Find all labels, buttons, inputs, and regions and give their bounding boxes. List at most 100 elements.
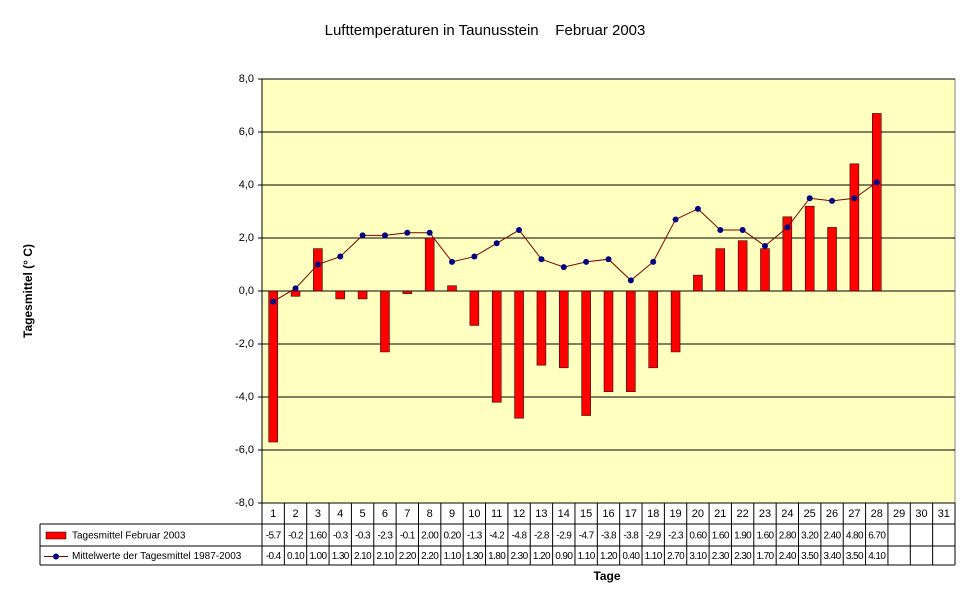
y-axis-title: Tagesmittel (° C) [21,244,35,338]
table-value: -3.8 [623,531,639,542]
table-value: -0.2 [288,531,304,542]
table-value: 3.50 [846,551,864,562]
x-tick-label: 12 [513,508,525,520]
x-tick-label: 14 [558,508,570,520]
bar [335,290,345,300]
table-value: 2.30 [511,551,529,562]
x-tick-label: 11 [491,508,502,520]
line-marker [672,216,679,223]
y-tick-label: 4,0 [239,179,254,191]
x-tick-label: 10 [468,508,480,520]
line-marker [404,229,411,236]
y-tick-label: -4,0 [235,391,254,403]
bar [827,227,837,292]
table-value: 2.80 [779,531,797,542]
x-tick-label: 19 [669,508,681,520]
table-value: 2.30 [734,551,752,562]
table-value: 3.10 [689,551,707,562]
line-marker [381,232,388,239]
table-value: 4.80 [846,531,864,542]
table-value: 2.20 [399,551,417,562]
bar [849,163,860,292]
table-value: -5.7 [266,531,282,542]
bar [357,290,368,300]
table-value: 1.80 [488,551,506,562]
chart-title: Lufttemperaturen in Taunusstein Februar … [325,22,646,39]
line-marker [583,258,590,265]
line-marker [650,258,657,265]
y-tick-label: -2,0 [235,338,254,350]
line-marker [493,240,500,247]
table-value: -2.9 [646,531,662,542]
line-marker [627,277,634,284]
x-tick-label: 26 [826,508,838,520]
table-value: 2.40 [779,551,797,562]
line-marker [851,195,858,202]
legend-label: Mittelwerte der Tagesmittel 1987-2003 [72,551,242,562]
bar [693,274,703,292]
table-value: 1.20 [533,551,551,562]
legend-symbol [53,553,59,560]
bar [581,290,591,416]
y-tick-label: 2,0 [239,232,254,244]
table-value: 2.10 [376,551,394,562]
bar [402,290,413,294]
line-marker [270,298,277,305]
bar [872,113,882,292]
bar [536,290,547,366]
x-tick-label: 5 [360,508,366,520]
table-value: 1.60 [712,531,730,542]
table-value: 2.00 [421,531,439,542]
table-value: 1.60 [756,531,774,542]
table-value: 3.20 [801,531,819,542]
x-tick-label: 8 [427,508,433,520]
line-marker [739,227,746,234]
y-tick-label: -8,0 [235,497,254,509]
bar [715,248,726,292]
table-value: 1.20 [600,551,618,562]
line-marker [314,261,321,268]
bar [559,290,569,369]
x-tick-label: 23 [759,508,771,520]
x-tick-label: 1 [270,508,276,520]
line-marker [560,264,567,271]
line-marker [337,253,344,260]
table-value: 3.50 [801,551,819,562]
table-value: 2.40 [824,531,842,542]
line-marker [292,285,299,292]
bar [380,290,390,353]
x-tick-label: 9 [449,508,455,520]
table-value: 1.30 [332,551,350,562]
x-tick-label: 3 [315,508,321,520]
bar [760,248,770,292]
table-value: 1.10 [443,551,461,562]
table-value: 6.70 [868,531,886,542]
table-value: 2.10 [354,551,372,562]
table-value: 1.70 [756,551,774,562]
table-value: -3.8 [601,531,617,542]
x-tick-label: 25 [804,508,816,520]
table-value: -2.8 [534,531,550,542]
line-marker [426,229,433,236]
table-value: 1.30 [466,551,484,562]
x-tick-label: 22 [737,508,749,520]
line-marker [605,256,612,263]
x-axis-title: Tage [593,569,620,583]
legend-label: Tagesmittel Februar 2003 [72,531,186,542]
bar [603,290,614,392]
bar [626,290,636,392]
x-tick-label: 18 [647,508,659,520]
table-value: 2.20 [421,551,439,562]
line-marker [471,253,478,260]
y-tick-label: 6,0 [239,126,254,138]
bar [268,290,278,443]
line-marker [694,205,701,212]
x-tick-label: 29 [893,508,905,520]
table-value: 3.40 [824,551,842,562]
x-tick-label: 20 [692,508,704,520]
table-value: 2.30 [712,551,730,562]
table-value: -0.3 [333,531,349,542]
table-value: 1.10 [578,551,596,562]
y-tick-label: 8,0 [239,73,254,85]
